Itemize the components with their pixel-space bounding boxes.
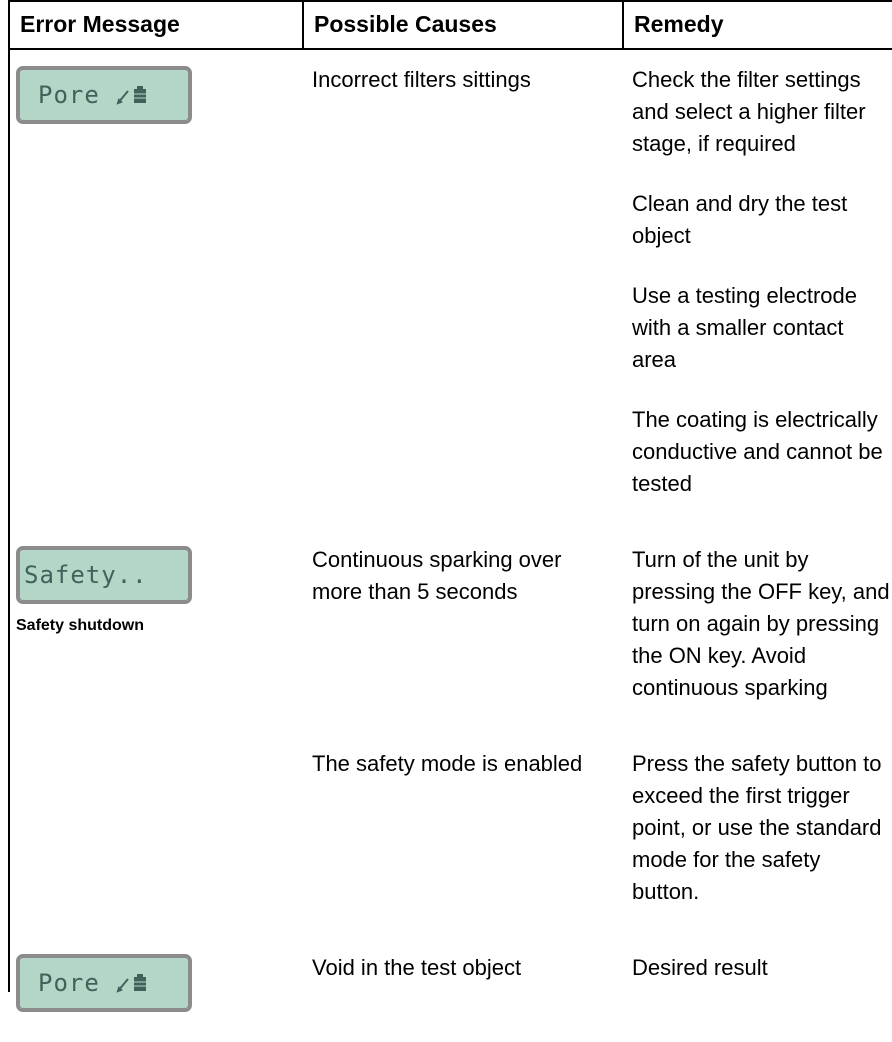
cause-text: Incorrect filters sittings [312,67,531,92]
lcd-text: Pore [38,969,100,997]
header-cell: Error Message [20,11,180,37]
table-row: The safety mode is enabled Press the safe… [10,734,892,938]
header-cell: Remedy [622,2,892,48]
remedy-text: Desired result [632,955,768,980]
lcd-display: Safety.. [16,546,192,604]
remedy-cell: Desired result [622,952,892,1012]
table-row: Safety.. Safety shutdown Continuous sparki… [10,530,892,734]
table-header: Error Message Possible Causes Remedy [10,0,892,50]
cause-text: Void in the test object [312,955,522,980]
error-cell: Safety.. Safety shutdown [10,544,302,704]
remedy-cell: Press the safety button to exceed the fi… [622,748,892,908]
lcd-icon [116,86,146,105]
lcd-icon-wrap [114,971,154,995]
remedy-text: Use a testing electrode with a smaller c… [632,283,858,372]
remedy-cell: Turn of the unit by pressing the OFF key… [622,544,892,704]
causes-cell: Continuous sparking over more than 5 sec… [302,544,622,704]
remedy-text: The coating is electrically conductive a… [632,407,883,496]
lcd-display: Pore [16,66,192,124]
header-cell: Possible Causes [302,2,622,48]
remedy-text: Clean and dry the test object [632,191,848,248]
causes-cell: Void in the test object [302,952,622,1012]
table-row: Pore Void in the test object Desired resul… [10,938,892,1042]
cause-text: The safety mode is enabled [312,751,583,776]
error-cell [10,748,302,908]
lcd-text: Safety.. [24,561,148,589]
lcd-text: Pore [38,81,100,109]
remedy-text: Press the safety button to exceed the fi… [632,751,882,904]
remedy-cell: Check the filter settings and select a h… [622,64,892,500]
causes-cell: The safety mode is enabled [302,748,622,908]
page: Error Message Possible Causes Remedy Por… [8,0,892,1012]
causes-cell: Incorrect filters sittings [302,64,622,500]
remedy-text: Turn of the unit by pressing the OFF key… [632,547,890,700]
display-caption: Safety shutdown [16,617,145,634]
lcd-icon-wrap [114,83,154,107]
table-row: Pore Incorrect filters sittings Check the … [10,50,892,530]
table: Error Message Possible Causes Remedy Por… [8,0,892,1012]
lcd-display: Pore [16,954,192,1012]
error-cell: Pore [10,952,302,1012]
remedy-text: Check the filter settings and select a h… [632,67,866,156]
lcd-icon [116,974,146,993]
table-body: Pore Incorrect filters sittings Check the … [10,50,892,1042]
cause-text: Continuous sparking over more than 5 sec… [312,547,562,604]
error-cell: Pore [10,64,302,500]
